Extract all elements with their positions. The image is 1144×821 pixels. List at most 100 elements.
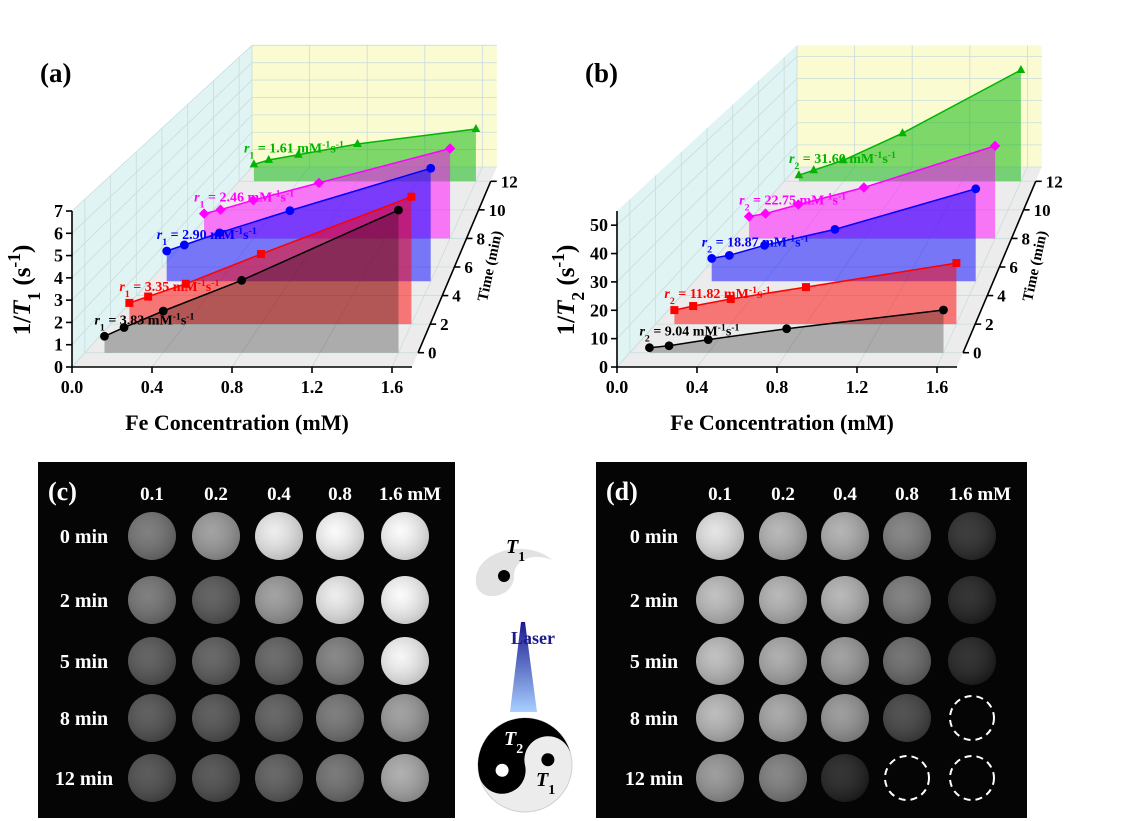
- relaxivity-label: r1 = 2.46 mM-1s-1: [194, 188, 294, 210]
- y-tick-label: 6: [54, 223, 63, 243]
- marker: [471, 123, 481, 132]
- bottom-label: T2: [504, 728, 523, 757]
- label-part: s: [757, 287, 763, 302]
- label-part: -1: [336, 139, 344, 150]
- series-area: [711, 188, 976, 282]
- label-part: r: [194, 191, 200, 206]
- column-label: 0.2: [771, 484, 795, 505]
- sample-shade: [192, 512, 240, 560]
- panel-label: (d): [606, 477, 638, 506]
- sample-shade: [128, 694, 176, 742]
- label-part: s: [181, 313, 187, 328]
- marker: [782, 324, 792, 334]
- label-part: 2: [516, 742, 523, 757]
- sample-shade: [128, 512, 176, 560]
- label-part: -1: [888, 150, 896, 161]
- sample-shade: [381, 512, 429, 560]
- x-tick-label: 1.2: [846, 377, 869, 397]
- y-tick-label: 10: [590, 329, 608, 349]
- label-part: 1: [100, 322, 105, 333]
- label-part: s: [833, 194, 839, 209]
- z-tick-label: 0: [973, 344, 982, 363]
- laser-beam: [510, 622, 537, 712]
- sample-shade: [381, 694, 429, 742]
- label-part: r: [639, 325, 645, 340]
- column-label: 0.8: [895, 484, 919, 505]
- sample-shade: [759, 512, 807, 560]
- label-part: 2: [645, 333, 650, 344]
- y-tick-label: 4: [54, 268, 63, 288]
- marker: [743, 211, 755, 222]
- y-tick-label: 1: [54, 335, 63, 355]
- label-part: = 3.83 mM: [105, 313, 173, 328]
- label-part: -1: [718, 322, 726, 333]
- label-part: -1: [272, 188, 280, 199]
- z-tick-label: 0: [428, 344, 437, 363]
- label-part: = 18.87 mM: [712, 235, 787, 250]
- marker: [198, 208, 210, 219]
- marker: [179, 240, 189, 250]
- x-tick-label: 1.6: [381, 377, 404, 397]
- relaxivity-label: r1 = 3.83 mM-1s-1: [94, 311, 194, 333]
- sample-shade: [381, 754, 429, 802]
- sample-shade: [883, 576, 931, 624]
- sample-shade: [255, 694, 303, 742]
- sample-shade: [759, 754, 807, 802]
- z-tick-label: 12: [1046, 172, 1063, 191]
- label-part: -1: [235, 226, 243, 237]
- label-part: 2: [794, 161, 799, 172]
- sample-shade: [759, 576, 807, 624]
- sample-shade: [128, 637, 176, 685]
- label-part: r: [119, 280, 125, 295]
- column-label: 0.8: [328, 484, 352, 505]
- top-label: T1: [506, 536, 525, 565]
- marker: [703, 335, 713, 344]
- label-part: 1: [518, 550, 525, 565]
- label-part: -1: [731, 322, 739, 333]
- z-axis: [962, 180, 1037, 354]
- marker: [989, 140, 1001, 152]
- sample-shade: [883, 694, 931, 742]
- marker: [444, 143, 456, 154]
- label-part: -1: [787, 233, 795, 244]
- sample-shade: [316, 512, 364, 560]
- marker: [707, 254, 717, 263]
- label-part: T: [504, 728, 517, 750]
- column-label: 0.1: [140, 484, 164, 505]
- row-label: 0 min: [60, 526, 108, 548]
- marker: [158, 306, 168, 316]
- label-part: -1: [186, 311, 194, 322]
- row-label: 0 min: [630, 526, 678, 548]
- label-part: r: [702, 235, 708, 250]
- sample-shade: [821, 512, 869, 560]
- y-tick-label: 30: [590, 272, 608, 292]
- marker: [664, 341, 674, 351]
- y-tick-label: 7: [54, 201, 63, 221]
- sample-shade: [821, 694, 869, 742]
- marker: [426, 163, 436, 173]
- marker: [394, 205, 403, 215]
- z-tick-label: 12: [501, 172, 518, 191]
- column-label: 0.4: [833, 484, 857, 505]
- marker: [249, 159, 259, 168]
- column-label: 1.6 mM: [379, 484, 441, 505]
- label-part: -1: [838, 191, 846, 202]
- marker: [689, 302, 698, 311]
- sample-shade: [696, 512, 744, 560]
- marker: [293, 149, 303, 158]
- label-part: T: [9, 299, 36, 316]
- dot: [498, 570, 510, 582]
- relaxivity-label: r2 = 18.87 mM-1s-1: [702, 233, 809, 255]
- marker: [971, 184, 981, 194]
- label-part: ): [9, 245, 36, 253]
- marker: [215, 204, 226, 215]
- column-label: 0.1: [708, 484, 732, 505]
- marker: [726, 295, 735, 304]
- label-part: 1: [548, 783, 555, 798]
- marker: [952, 259, 961, 268]
- z-tick-label: 6: [1009, 258, 1018, 277]
- label-part: -1: [173, 311, 181, 322]
- marker: [248, 194, 259, 206]
- row-label: 5 min: [630, 651, 678, 673]
- dot: [495, 763, 509, 777]
